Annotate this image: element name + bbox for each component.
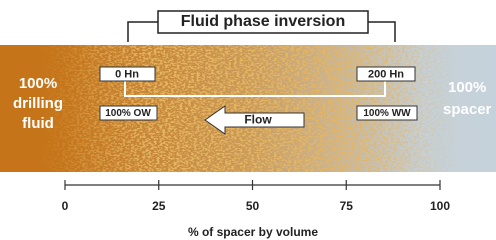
marker-top: 0 Hn — [115, 68, 139, 80]
tick-label: 50 — [246, 199, 260, 213]
diagram: Fluid phase inversion 100% drilling flui… — [0, 0, 496, 240]
axis-label: % of spacer by volume — [188, 225, 318, 239]
texture — [0, 45, 496, 172]
left-label-line: drilling — [13, 95, 63, 112]
tick-label: 100 — [430, 199, 450, 213]
right-label-line: spacer — [443, 101, 492, 118]
title: Fluid phase inversion — [181, 13, 345, 30]
marker-bottom: 100% WW — [363, 108, 411, 119]
tick-label: 75 — [340, 199, 354, 213]
left-label-line: 100% — [19, 75, 57, 92]
flow-label: Flow — [244, 113, 272, 127]
marker-top: 200 Hn — [368, 68, 404, 80]
marker-bottom: 100% OW — [105, 108, 151, 119]
tick-label: 25 — [152, 199, 166, 213]
tick-label: 0 — [62, 199, 69, 213]
right-label-line: 100% — [448, 79, 486, 96]
left-label-line: fluid — [22, 115, 54, 132]
